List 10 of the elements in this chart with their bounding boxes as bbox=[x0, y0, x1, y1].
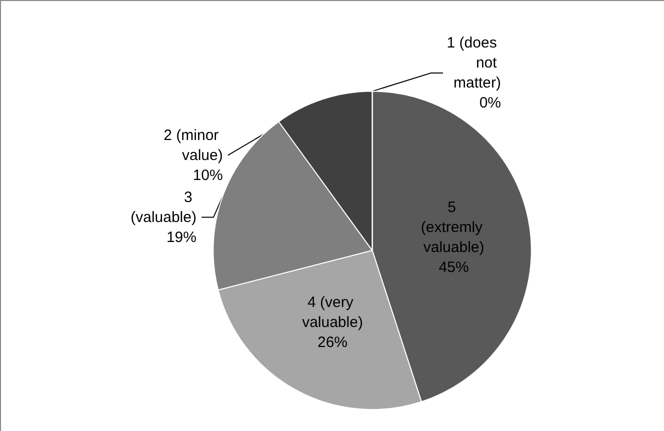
text: 0% bbox=[479, 94, 501, 112]
slice-label: 5 (extremly valuable) bbox=[420, 198, 487, 256]
data-label: 45% bbox=[438, 258, 469, 276]
data-label: 19% bbox=[166, 228, 196, 246]
slice-label: 2 (minor value) bbox=[164, 126, 223, 164]
slice-label: 3 (valuable) bbox=[130, 188, 196, 226]
slice-label: 4 (very valuable) bbox=[302, 294, 363, 332]
data-label: 26% bbox=[317, 334, 348, 352]
category-label: 1 (does not matter) bbox=[446, 34, 501, 92]
data-label: 10% bbox=[192, 166, 223, 184]
